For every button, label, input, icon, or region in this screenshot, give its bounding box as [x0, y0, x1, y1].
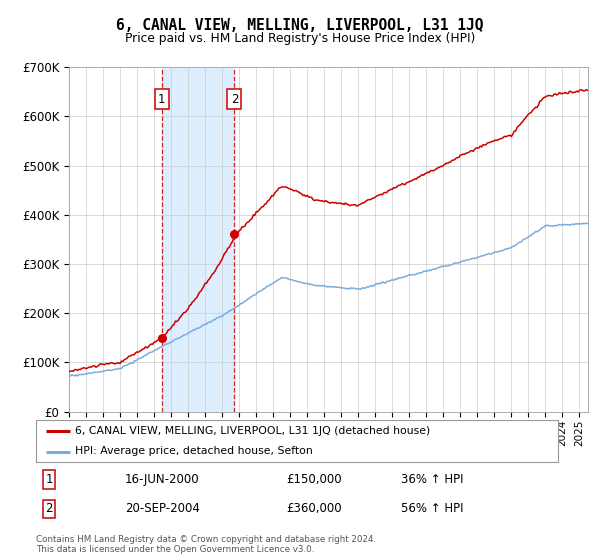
FancyBboxPatch shape [36, 420, 558, 462]
Text: 2: 2 [230, 92, 238, 106]
Text: 2: 2 [46, 502, 53, 515]
Text: HPI: Average price, detached house, Sefton: HPI: Average price, detached house, Seft… [75, 446, 313, 456]
Text: 6, CANAL VIEW, MELLING, LIVERPOOL, L31 1JQ (detached house): 6, CANAL VIEW, MELLING, LIVERPOOL, L31 1… [75, 426, 430, 436]
Text: 1: 1 [46, 473, 53, 486]
Text: 20-SEP-2004: 20-SEP-2004 [125, 502, 200, 515]
Text: 6, CANAL VIEW, MELLING, LIVERPOOL, L31 1JQ: 6, CANAL VIEW, MELLING, LIVERPOOL, L31 1… [116, 18, 484, 32]
Text: £150,000: £150,000 [287, 473, 342, 486]
Text: Price paid vs. HM Land Registry's House Price Index (HPI): Price paid vs. HM Land Registry's House … [125, 31, 475, 45]
Text: Contains HM Land Registry data © Crown copyright and database right 2024.
This d: Contains HM Land Registry data © Crown c… [36, 535, 376, 554]
Text: £360,000: £360,000 [287, 502, 342, 515]
Bar [162, 67, 235, 412]
Text: 16-JUN-2000: 16-JUN-2000 [125, 473, 199, 486]
Text: 56% ↑ HPI: 56% ↑ HPI [401, 502, 464, 515]
Text: 36% ↑ HPI: 36% ↑ HPI [401, 473, 464, 486]
Text: 1: 1 [158, 92, 166, 106]
